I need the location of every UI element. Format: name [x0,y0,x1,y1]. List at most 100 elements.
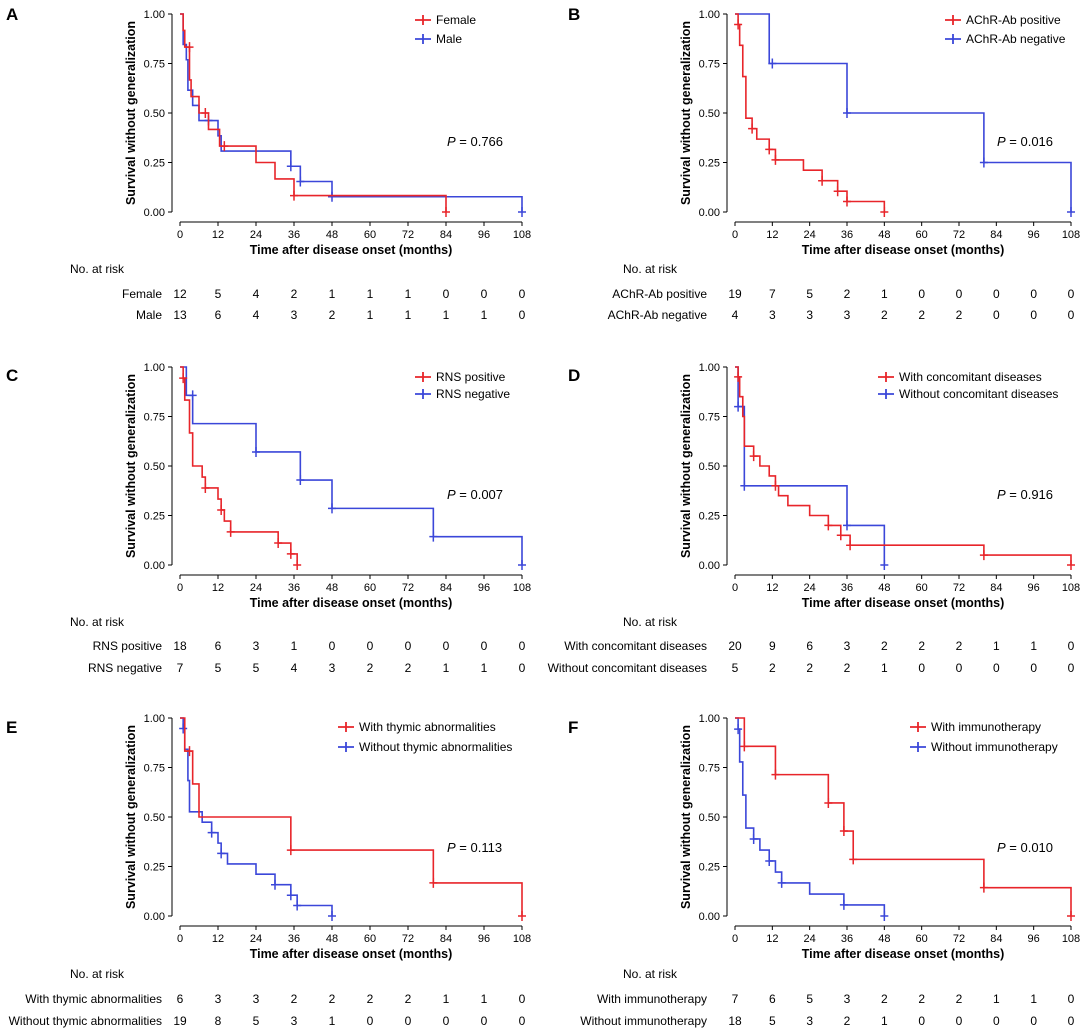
y-tick-label: 0.50 [699,461,720,473]
censor-mark [274,538,283,549]
risk-count: 5 [806,992,813,1006]
x-tick-label: 108 [1062,229,1080,241]
legend-swatch [415,372,431,382]
censor-mark [843,520,851,531]
risk-row-label: With concomitant diseases [564,639,707,653]
legend-swatch [945,15,961,25]
censor-mark [734,371,743,382]
legend-swatch [415,34,431,44]
x-tick-label: 96 [1028,933,1040,945]
risk-count: 0 [367,639,374,653]
legend-swatch [878,372,894,382]
x-tick-label: 72 [402,582,414,594]
x-tick-label: 24 [250,933,262,945]
risk-count: 19 [728,287,742,301]
risk-count: 1 [443,308,450,322]
risk-row-label: RNS positive [93,639,163,653]
censor-mark [226,526,235,537]
risk-count: 2 [367,661,374,675]
x-axis-title: Time after disease onset (months) [250,947,453,961]
panel-letter: E [6,718,17,737]
risk-count: 2 [956,639,963,653]
x-axis-title: Time after disease onset (months) [802,243,1005,257]
censor-mark [429,877,438,888]
risk-count: 7 [769,287,776,301]
legend-label: With immunotherapy [931,720,1041,734]
risk-count: 0 [918,1014,925,1028]
risk-count: 0 [1068,661,1075,675]
x-tick-label: 0 [177,933,183,945]
risk-row-label: AChR-Ab negative [608,308,708,322]
risk-count: 2 [769,661,776,675]
censor-mark [271,879,279,890]
y-tick-label: 1.00 [699,362,720,374]
x-tick-label: 108 [513,229,531,241]
risk-count: 2 [844,287,851,301]
y-tick-label: 0.25 [699,862,720,874]
risk-count: 0 [481,1014,488,1028]
risk-count: 2 [881,308,888,322]
risk-count: 2 [881,992,888,1006]
risk-count: 2 [918,992,925,1006]
censor-mark [296,176,305,187]
x-tick-label: 60 [364,933,376,945]
risk-row-label: AChR-Ab positive [612,287,707,301]
y-tick-label: 1.00 [144,362,165,374]
censor-mark [880,207,889,217]
y-tick-label: 0.25 [699,158,720,170]
risk-count: 0 [405,1014,412,1028]
risk-row-label: RNS negative [88,661,162,675]
censor-mark [286,890,295,901]
p-value: P = 0.016 [997,134,1053,149]
censor-mark [201,482,210,493]
y-tick-label: 0.25 [144,511,165,523]
risk-count: 8 [215,1014,222,1028]
risk-count: 0 [956,1014,963,1028]
risk-count: 4 [291,661,298,675]
risk-count: 0 [519,992,526,1006]
censor-mark [185,746,194,757]
censor-mark [734,19,743,30]
risk-count: 2 [918,639,925,653]
risk-count: 0 [481,639,488,653]
risk-count: 3 [844,639,851,653]
risk-count: 6 [215,308,222,322]
legend-swatch [338,722,354,732]
risk-count: 0 [1068,1014,1075,1028]
risk-table-title: No. at risk [623,262,678,276]
y-tick-label: 0.25 [699,511,720,523]
risk-row-label: With thymic abnormalities [25,992,162,1006]
censor-mark [328,911,336,921]
x-axis-title: Time after disease onset (months) [802,596,1005,610]
risk-count: 2 [844,1014,851,1028]
panel-a: A0 12 24 36 48 60 72 84 96 1080.000.250.500.751.0… [6,5,531,322]
censor-mark [201,108,210,118]
risk-count: 6 [177,992,184,1006]
risk-count: 13 [173,308,187,322]
y-axis-title: Survival without generalization [124,725,138,909]
p-value: P = 0.010 [997,840,1053,855]
x-tick-label: 60 [916,933,928,945]
x-tick-label: 36 [288,582,300,594]
risk-count: 2 [918,308,925,322]
risk-count: 0 [993,1014,1000,1028]
censor-mark [518,560,526,570]
legend-label: With concomitant diseases [899,370,1042,384]
censor-mark [220,141,229,152]
risk-count: 0 [918,287,925,301]
risk-count: 2 [956,992,963,1006]
x-tick-label: 12 [212,229,224,241]
censor-mark [979,550,988,561]
x-tick-label: 0 [177,582,183,594]
risk-count: 2 [881,639,888,653]
p-value: P = 0.766 [447,134,503,149]
risk-count: 0 [993,308,1000,322]
x-tick-label: 0 [732,582,738,594]
censor-mark [839,826,848,837]
km-curve-group2 [735,366,886,565]
risk-count: 5 [253,661,260,675]
risk-count: 1 [881,1014,888,1028]
x-tick-label: 0 [732,229,738,241]
risk-count: 6 [215,639,222,653]
risk-count: 7 [732,992,739,1006]
